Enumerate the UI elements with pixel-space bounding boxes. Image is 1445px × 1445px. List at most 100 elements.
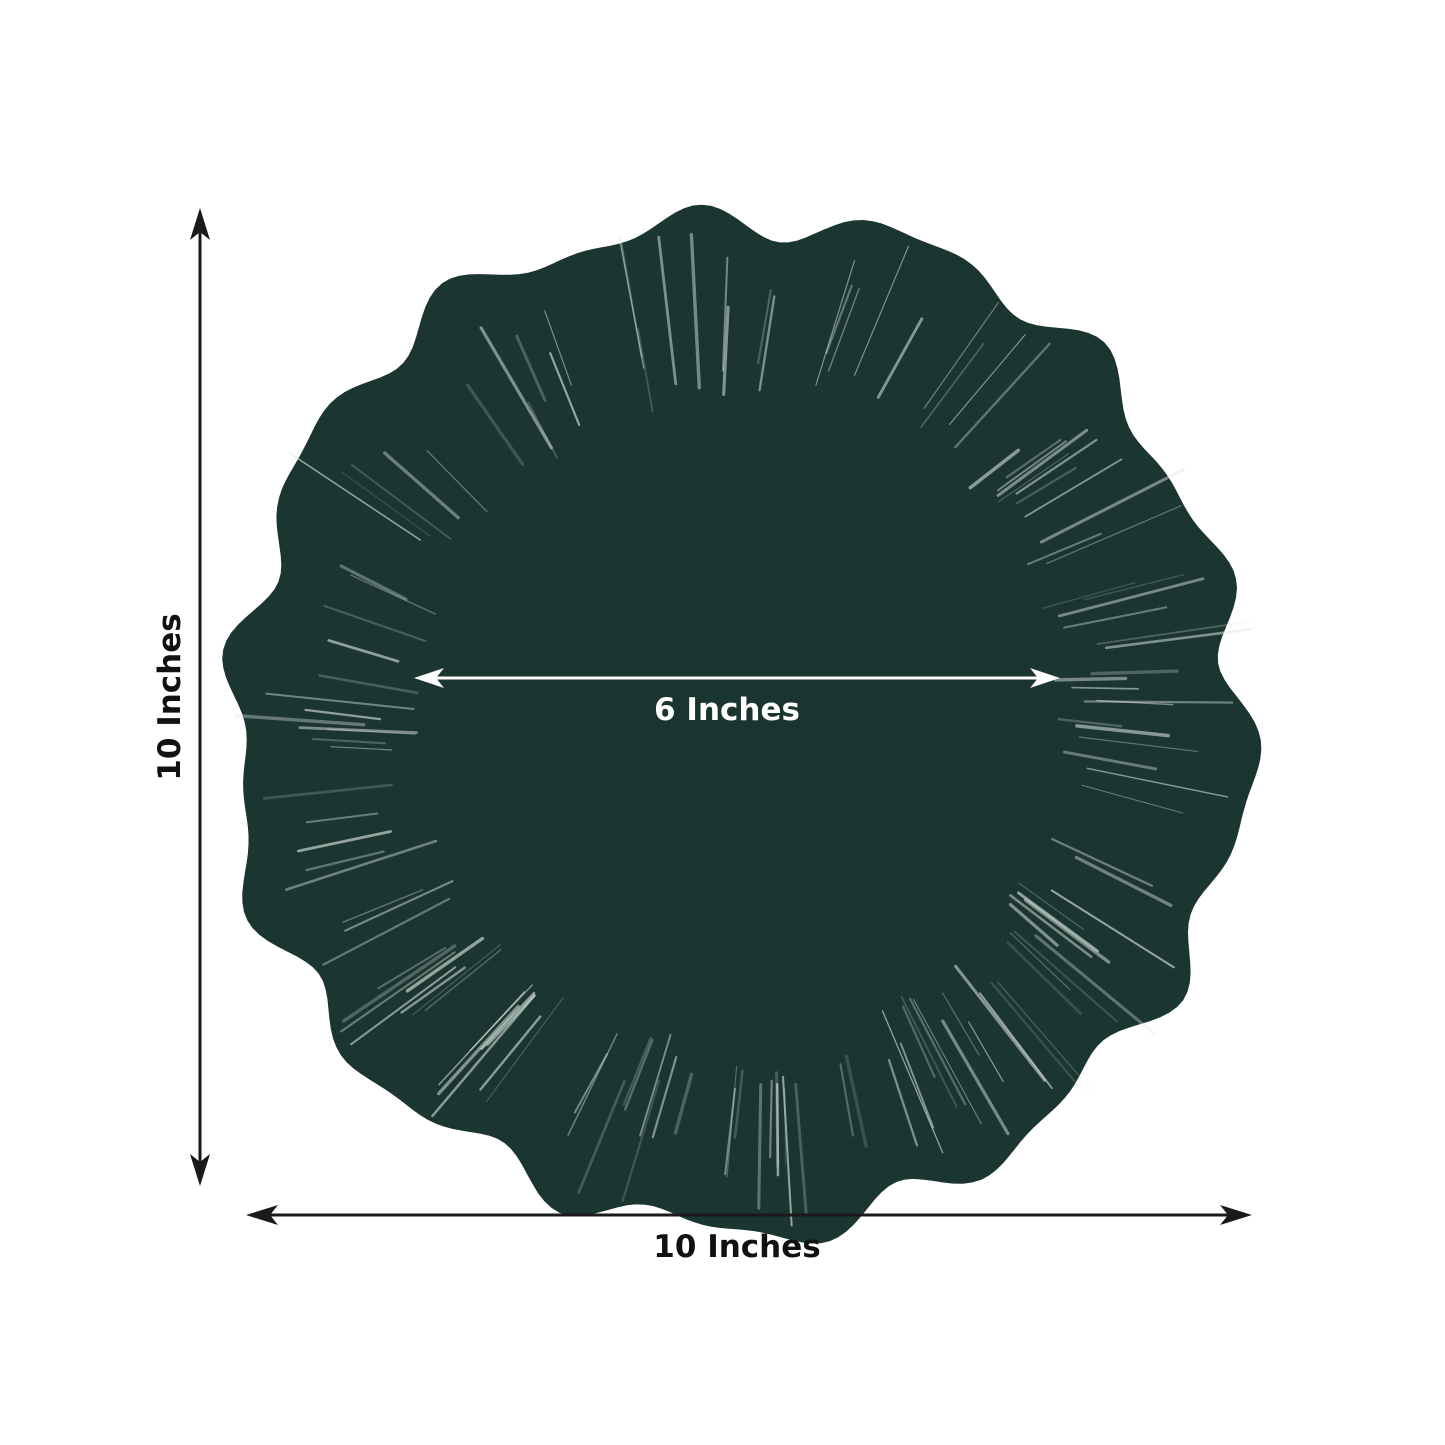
rim-highlight [733,1069,744,1139]
rim-highlight [1018,882,1084,930]
rim-highlight [887,1059,919,1147]
rim-highlight [1005,438,1062,479]
rim-highlight [515,334,547,402]
rim-highlight [941,1019,1010,1136]
rim-highlight [400,966,466,1014]
rim-highlight [1050,889,1175,969]
rim-highlight [340,951,456,1033]
rim-highlight [318,674,419,695]
rim-highlight [544,310,572,386]
rim-highlight [657,235,678,386]
rim-highlight [350,966,457,1046]
rim-highlight [622,1036,652,1106]
rim-highlight [623,1038,654,1111]
rim-highlight [304,708,382,721]
rim-highlight [1057,577,1205,618]
rim-highlight [1006,941,1083,1016]
rim-highlight [1075,724,1170,738]
rim-highlight [990,981,1087,1095]
rim-highlight [466,383,525,466]
rim-highlight [1015,466,1077,505]
rim-highlight [479,326,553,450]
rim-highlight [996,428,1089,497]
rim-highlight [330,746,393,751]
rim-highlight [1074,855,1173,908]
rim-highlight [305,812,379,824]
rim-highlight [312,738,387,745]
rim-highlight [722,305,730,396]
rim-highlight [839,1063,854,1137]
rim-highlight [1078,736,1198,753]
rim-highlight [1071,686,1140,690]
rim-highlight [673,1072,694,1135]
rim-highlight [479,1015,542,1091]
rim-highlight [997,453,1069,503]
rim-highlight [721,256,729,372]
rim-highlight [1034,934,1156,1035]
rim-highlight [689,232,701,390]
rim-highlight [942,992,980,1056]
rim-highlight [900,996,958,1108]
rim-highlight [724,1087,736,1176]
rim-highlight [782,1075,793,1227]
rim-highlight [997,981,1097,1096]
rim-highlight [1009,894,1093,959]
rim-highlight [825,284,853,355]
rim-highlight [327,639,400,663]
rim-highlight [339,564,408,601]
rim-highlight [775,1083,780,1177]
rim-highlight [639,1033,672,1137]
rim-highlight [1086,767,1229,798]
rim-highlight [651,1055,678,1139]
rim-highlight [1062,750,1158,771]
rim-highlight [297,830,392,853]
rim-highlight [769,1079,773,1159]
rim-highlight [954,964,1047,1082]
rim-highlight [908,997,967,1106]
rim-highlight [344,880,454,932]
rim-highlight [1104,627,1253,650]
rim-highlight [758,295,776,392]
rim-highlight [437,1004,520,1096]
rim-highlight [1063,606,1168,629]
width-arrow-icon [246,1205,1252,1225]
plate-center-well [438,400,1038,1000]
rim-highlight [923,302,999,409]
width-label: 10 Inches [653,1229,820,1265]
inner-diameter-arrow-icon [414,668,1060,688]
rim-highlight [405,936,485,993]
rim-highlight [341,471,431,537]
rim-highlight [1039,468,1185,544]
rim-highlight [1081,784,1184,814]
rim-highlight [1051,837,1154,887]
rim-highlight [350,464,452,540]
rim-highlight [1083,700,1234,704]
plate-rim-ridges [234,232,1253,1227]
rim-highlight [912,998,982,1125]
rim-highlight [577,1080,626,1194]
rim-highlight [844,1054,868,1148]
rim-highlight [1013,930,1118,1023]
rim-highlight [426,450,488,513]
rim-highlight [996,440,1068,492]
rim-highlight [853,245,910,376]
rim-highlight [288,452,421,541]
rim-highlight [968,448,1021,490]
rim-highlight [794,1082,808,1215]
rim-highlight [618,235,645,369]
rim-highlight [383,451,460,520]
rim-highlight [1017,891,1099,953]
rim-highlight [265,692,415,710]
rim-highlight [573,1053,608,1114]
rim-highlight [1053,676,1128,682]
rim-highlight [377,946,447,990]
rim-highlight [901,1005,936,1078]
rim-highlight [322,897,451,966]
rim-highlight [412,944,502,1016]
rim-highlight [1008,902,1059,947]
rim-highlight [1084,573,1185,601]
rim-highlight [954,342,1051,449]
rim-highlight [881,1010,944,1154]
